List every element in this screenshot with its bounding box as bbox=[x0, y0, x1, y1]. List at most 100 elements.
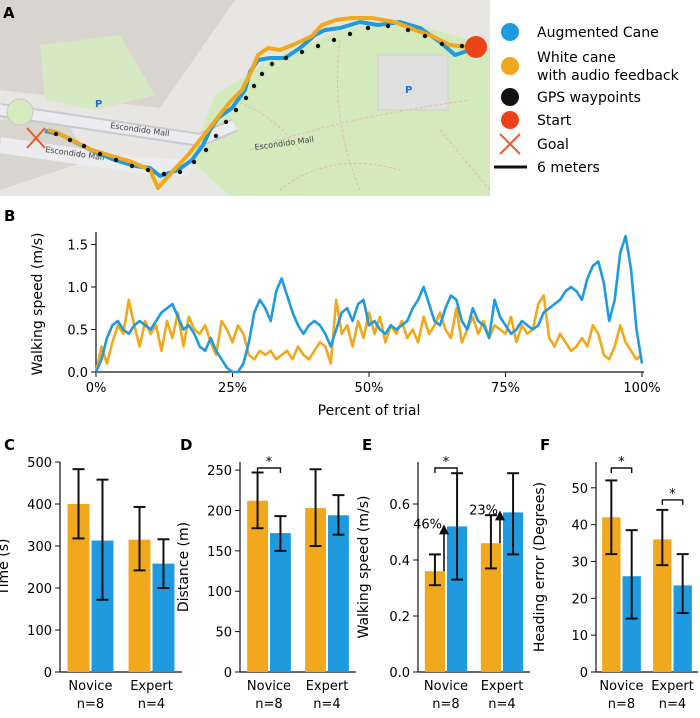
white_cane-bar bbox=[653, 539, 672, 672]
legend-label-scale: 6 meters bbox=[537, 160, 600, 176]
legend-marker-waypoints bbox=[501, 88, 519, 106]
bar-category-label: Expert bbox=[651, 679, 694, 694]
bar-category-label: Expert bbox=[481, 679, 524, 694]
bar-category-label: Expert bbox=[130, 679, 173, 694]
improvement-percent-label: 46% bbox=[413, 517, 442, 532]
legend-marker-start bbox=[501, 111, 519, 129]
b-x-tick-label: 75% bbox=[491, 381, 520, 396]
legend-marker-goal bbox=[499, 133, 521, 155]
b-x-tick-label: 0% bbox=[86, 381, 107, 396]
white_cane-bar bbox=[247, 500, 268, 672]
legend-label-goal: Goal bbox=[537, 137, 569, 153]
legend-label-white-cane-line2: with audio feedback bbox=[537, 68, 680, 84]
start-marker bbox=[465, 36, 487, 58]
significance-bracket bbox=[610, 467, 633, 473]
map-building bbox=[40, 35, 155, 110]
b-x-tick-label: 100% bbox=[623, 381, 660, 396]
bar-y-tick-label: 0.2 bbox=[389, 610, 410, 625]
bar-y-tick-label: 500 bbox=[27, 456, 52, 471]
bar-category-n: n=8 bbox=[255, 697, 282, 712]
legend-label-start: Start bbox=[537, 113, 572, 129]
legend-label-white-cane: White cane bbox=[537, 50, 616, 66]
augmented-bar bbox=[270, 533, 291, 672]
improvement-arrowhead bbox=[439, 524, 449, 535]
gps-waypoints bbox=[53, 23, 465, 177]
b-y-axis-label: Walking speed (m/s) bbox=[30, 233, 46, 376]
bar-category-n: n=4 bbox=[659, 697, 686, 712]
bar-category-label: Novice bbox=[247, 679, 291, 694]
white_cane-bar bbox=[602, 517, 621, 672]
bar-category-n: n=4 bbox=[313, 697, 340, 712]
bar-y-tick-label: 100 bbox=[207, 585, 232, 600]
panel-letter-c: C bbox=[4, 436, 15, 454]
bar-y-tick-label: 40 bbox=[571, 519, 588, 534]
white-cane-trajectory bbox=[47, 16, 469, 190]
bar-category-n: n=8 bbox=[432, 697, 459, 712]
bar-y-tick-label: 0.4 bbox=[389, 554, 410, 569]
bar-category-label: Novice bbox=[599, 679, 643, 694]
bar-y-axis-label: Walking speed (m/s) bbox=[356, 496, 372, 639]
bar-category-n: n=8 bbox=[77, 697, 104, 712]
legend-marker-white-cane bbox=[501, 57, 519, 75]
panel-f-chart: 0 10 20 30 40 50 Heading error (Degrees) Novice… bbox=[532, 436, 698, 712]
panel-b-chart: B 0.0 0.5 1.0 1.5 0% 25% 50% 75% 100% Percent of … bbox=[4, 207, 661, 419]
panel-d-chart: 0 50 100 150 200 250 Distance (m) Novice n=8 * Exp… bbox=[176, 436, 356, 712]
legend-label-augmented: Augmented Cane bbox=[537, 25, 659, 41]
map-circle bbox=[6, 98, 34, 126]
legend-marker-augmented bbox=[501, 23, 519, 41]
augmented-bar bbox=[622, 576, 641, 672]
bar-y-tick-label: 400 bbox=[27, 498, 52, 513]
white_cane-bar bbox=[305, 508, 326, 672]
b-x-axis-label: Percent of trial bbox=[318, 403, 421, 419]
significance-star: * bbox=[669, 487, 676, 502]
augmented-bar bbox=[503, 512, 524, 672]
panel-letter-b: B bbox=[4, 207, 15, 225]
bar-category-n: n=4 bbox=[138, 697, 165, 712]
panel-letter-f: F bbox=[540, 436, 550, 454]
augmented-bar bbox=[447, 526, 468, 672]
bar-y-tick-label: 50 bbox=[215, 626, 232, 641]
bar-category-label: Expert bbox=[306, 679, 349, 694]
augmented-bar bbox=[152, 563, 175, 672]
legend-label-waypoints: GPS waypoints bbox=[537, 90, 641, 106]
white_cane-bar bbox=[128, 539, 151, 672]
b-y-tick-label: 1.5 bbox=[67, 239, 88, 254]
improvement-percent-label: 23% bbox=[469, 503, 498, 518]
bar-y-tick-label: 50 bbox=[571, 482, 588, 497]
bar-y-tick-label: 0 bbox=[580, 666, 588, 681]
b-x-tick-label: 50% bbox=[355, 381, 384, 396]
bar-y-axis-label: Distance (m) bbox=[176, 522, 192, 612]
bar-y-tick-label: 300 bbox=[27, 540, 52, 555]
b-y-tick-label: 0.5 bbox=[67, 324, 88, 339]
map-parking-icon: P bbox=[95, 99, 102, 110]
map-parking-icon: P bbox=[405, 85, 412, 96]
augmented-bar bbox=[328, 515, 349, 672]
white_cane-bar bbox=[480, 543, 501, 672]
augmented-bar bbox=[673, 585, 692, 672]
bar-y-tick-label: 0.0 bbox=[389, 666, 410, 681]
goal-marker bbox=[26, 127, 46, 149]
bar-category-n: n=8 bbox=[608, 697, 635, 712]
panel-c-chart: 0 100 200 300 400 500 Time (s) Novice n=8 Expert n… bbox=[0, 436, 182, 712]
augmented-bar bbox=[91, 540, 114, 672]
map-paths bbox=[229, 39, 491, 191]
bar-y-tick-label: 200 bbox=[207, 504, 232, 519]
improvement-arrowhead bbox=[495, 510, 505, 521]
bar-y-tick-label: 150 bbox=[207, 545, 232, 560]
bar-y-tick-label: 30 bbox=[571, 555, 588, 570]
bar-y-tick-label: 0 bbox=[224, 666, 232, 681]
white_cane-speed-line bbox=[94, 294, 643, 373]
significance-bracket bbox=[661, 499, 684, 505]
augmented-speed-line bbox=[94, 234, 644, 374]
panel-letter-e: E bbox=[362, 436, 372, 454]
legend: Augmented Cane White cane with audio fee… bbox=[494, 23, 680, 176]
significance-star: * bbox=[443, 455, 450, 470]
b-y-tick-label: 1.0 bbox=[67, 281, 88, 296]
b-y-tick-label: 0.0 bbox=[67, 366, 88, 381]
bar-y-axis-label: Time (s) bbox=[0, 539, 12, 597]
bar-category-label: Novice bbox=[424, 679, 468, 694]
b-x-tick-label: 25% bbox=[218, 381, 247, 396]
panel-a: Escondido Mall Escondido Mall Escondido … bbox=[0, 0, 680, 196]
bar-y-tick-label: 20 bbox=[571, 592, 588, 607]
